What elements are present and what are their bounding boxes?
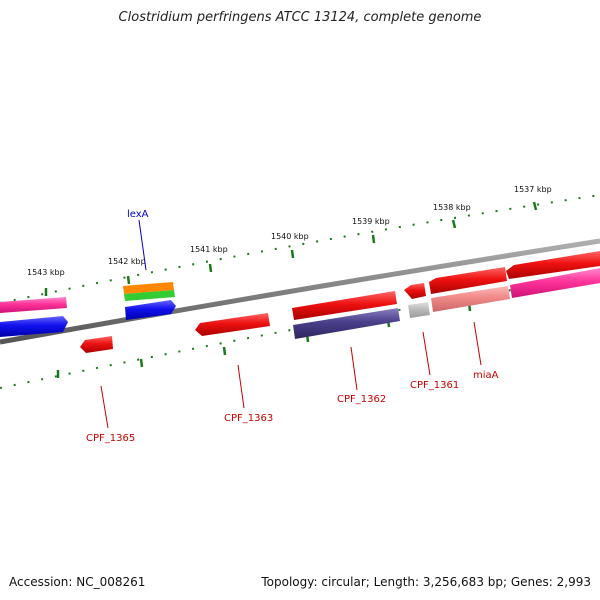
- gene-arrow[interactable]: [431, 286, 510, 312]
- gene-labels: lexA CPF_1365 CPF_1363 CPF_1362 CPF_1361…: [86, 209, 499, 444]
- kbp-label: 1542 kbp: [108, 257, 146, 266]
- gene-arrow[interactable]: [293, 308, 400, 339]
- gene-label-cpf-1362[interactable]: CPF_1362: [337, 394, 386, 405]
- kbp-label: 1537 kbp: [514, 185, 552, 194]
- gene-arrow[interactable]: [429, 267, 507, 294]
- genome-backbone: [0, 238, 600, 345]
- gene-arrow[interactable]: [124, 290, 175, 301]
- kbp-label: 1541 kbp: [190, 245, 228, 254]
- gene-label-lines: [100, 219, 482, 429]
- inner-tick-ruler: [0, 274, 600, 389]
- kbp-labels: 1537 kbp 1538 kbp 1539 kbp 1540 kbp 1541…: [27, 185, 552, 277]
- major-ticks-outer: [44, 201, 538, 296]
- gene-arrow[interactable]: [80, 336, 113, 353]
- accession-text: Accession: NC_008261: [9, 575, 146, 589]
- kbp-label: 1538 kbp: [433, 203, 471, 212]
- gene-arrow[interactable]: [408, 302, 430, 318]
- kbp-label: 1539 kbp: [352, 217, 390, 226]
- gene-arrow[interactable]: [195, 313, 270, 336]
- gene-arrow[interactable]: [0, 297, 67, 313]
- gene-arrow[interactable]: [125, 300, 176, 320]
- gene-label-miaa[interactable]: miaA: [473, 370, 499, 381]
- map-title: Clostridium perfringens ATCC 13124, comp…: [118, 10, 482, 25]
- gene-label-cpf-1365[interactable]: CPF_1365: [86, 433, 135, 444]
- gene-label-cpf-1363[interactable]: CPF_1363: [224, 413, 273, 424]
- gene-arrow[interactable]: [510, 268, 600, 298]
- kbp-label: 1543 kbp: [27, 268, 65, 277]
- gene-arrow[interactable]: [292, 291, 397, 320]
- gene-arrow[interactable]: [0, 316, 68, 337]
- kbp-label: 1540 kbp: [271, 232, 309, 241]
- outer-tick-ruler: [0, 194, 600, 304]
- genome-summary-text: Topology: circular; Length: 3,256,683 bp…: [261, 575, 591, 589]
- forward-cds-track: [0, 251, 600, 320]
- reverse-cds-track: [0, 268, 600, 353]
- gene-arrow[interactable]: [506, 251, 600, 279]
- gene-label-cpf-1361[interactable]: CPF_1361: [410, 380, 459, 391]
- gene-arrow[interactable]: [404, 283, 426, 299]
- gene-arrow[interactable]: [123, 282, 174, 294]
- gene-label-lexa[interactable]: lexA: [127, 209, 149, 220]
